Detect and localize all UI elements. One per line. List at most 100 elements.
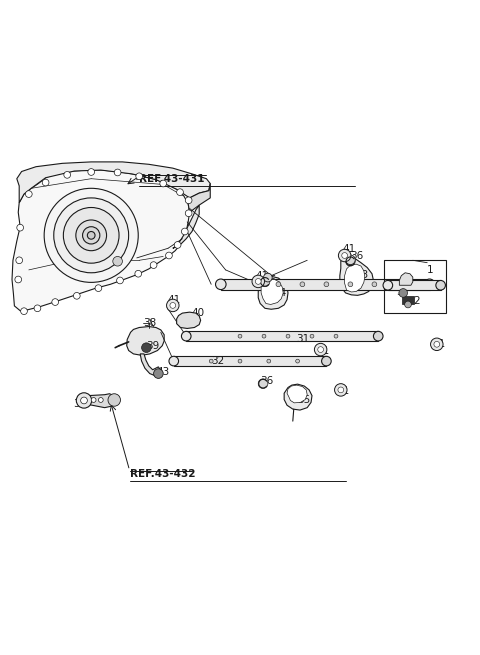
Circle shape <box>383 280 393 290</box>
Circle shape <box>338 387 344 393</box>
Polygon shape <box>127 327 164 356</box>
Circle shape <box>346 255 355 265</box>
Circle shape <box>83 227 100 244</box>
Circle shape <box>434 341 440 347</box>
Bar <box>384 260 446 313</box>
Circle shape <box>76 393 92 408</box>
Text: 41: 41 <box>432 339 445 349</box>
Circle shape <box>436 280 445 290</box>
Circle shape <box>42 179 49 186</box>
Circle shape <box>209 359 213 363</box>
Polygon shape <box>188 183 210 212</box>
Circle shape <box>335 384 347 396</box>
Circle shape <box>372 282 377 287</box>
Circle shape <box>113 257 122 266</box>
Circle shape <box>98 398 103 402</box>
Circle shape <box>399 289 408 297</box>
Circle shape <box>181 331 191 341</box>
Circle shape <box>135 271 142 277</box>
Circle shape <box>338 250 351 262</box>
Circle shape <box>348 282 353 287</box>
Circle shape <box>108 394 120 406</box>
Circle shape <box>136 173 143 179</box>
Polygon shape <box>221 279 430 290</box>
Polygon shape <box>12 170 190 310</box>
Polygon shape <box>174 356 326 366</box>
Circle shape <box>405 301 411 308</box>
Circle shape <box>324 282 329 287</box>
Circle shape <box>25 191 32 197</box>
Circle shape <box>264 273 272 282</box>
Text: 36: 36 <box>350 252 364 261</box>
Circle shape <box>166 252 172 259</box>
Text: 31: 31 <box>297 334 310 344</box>
Circle shape <box>150 262 157 269</box>
Circle shape <box>63 208 119 263</box>
Bar <box>30 271 68 290</box>
Text: 3: 3 <box>396 288 403 297</box>
Text: 33: 33 <box>355 270 369 280</box>
Polygon shape <box>287 385 307 403</box>
Circle shape <box>76 220 107 251</box>
Circle shape <box>73 293 80 299</box>
Text: 41: 41 <box>317 346 330 356</box>
Circle shape <box>322 356 331 366</box>
Circle shape <box>314 343 327 356</box>
Circle shape <box>88 168 95 176</box>
Circle shape <box>154 369 163 379</box>
Text: 41: 41 <box>336 386 349 396</box>
Circle shape <box>170 303 176 309</box>
Circle shape <box>424 279 435 290</box>
Circle shape <box>267 359 271 363</box>
Text: 34: 34 <box>274 288 287 298</box>
Polygon shape <box>17 162 210 202</box>
Circle shape <box>177 189 183 195</box>
Text: 1: 1 <box>427 265 434 275</box>
Circle shape <box>160 180 167 187</box>
Circle shape <box>54 198 129 272</box>
Circle shape <box>81 397 87 404</box>
Circle shape <box>174 242 181 248</box>
Circle shape <box>167 299 179 312</box>
Text: REF.43-432: REF.43-432 <box>130 469 195 479</box>
Circle shape <box>252 275 264 288</box>
Text: 32: 32 <box>211 356 225 366</box>
Polygon shape <box>345 264 365 292</box>
Circle shape <box>286 334 290 338</box>
Circle shape <box>91 398 96 402</box>
Bar <box>402 296 414 303</box>
Circle shape <box>169 356 179 366</box>
Circle shape <box>52 299 59 305</box>
Circle shape <box>185 210 192 217</box>
Polygon shape <box>173 205 199 248</box>
Circle shape <box>258 379 268 388</box>
Circle shape <box>181 228 188 235</box>
Circle shape <box>334 334 338 338</box>
Text: 36: 36 <box>263 276 276 286</box>
Polygon shape <box>340 258 373 295</box>
Text: 35: 35 <box>298 396 311 405</box>
Text: 39: 39 <box>146 341 160 350</box>
Circle shape <box>15 276 22 283</box>
Circle shape <box>342 253 348 258</box>
Text: 36: 36 <box>261 376 274 386</box>
Polygon shape <box>388 280 441 290</box>
Polygon shape <box>284 384 312 410</box>
Circle shape <box>300 282 305 287</box>
Circle shape <box>34 305 41 312</box>
Text: REF.43-431: REF.43-431 <box>139 174 204 183</box>
Polygon shape <box>186 331 378 341</box>
Text: 41: 41 <box>255 271 269 280</box>
Circle shape <box>346 257 355 266</box>
Circle shape <box>296 359 300 363</box>
Polygon shape <box>177 312 201 328</box>
Circle shape <box>238 334 242 338</box>
Bar <box>26 267 72 293</box>
Circle shape <box>431 338 443 350</box>
Circle shape <box>185 197 192 204</box>
Text: 37: 37 <box>73 400 87 409</box>
Circle shape <box>17 224 24 231</box>
Circle shape <box>262 334 266 338</box>
Circle shape <box>95 285 102 291</box>
Circle shape <box>142 343 151 352</box>
